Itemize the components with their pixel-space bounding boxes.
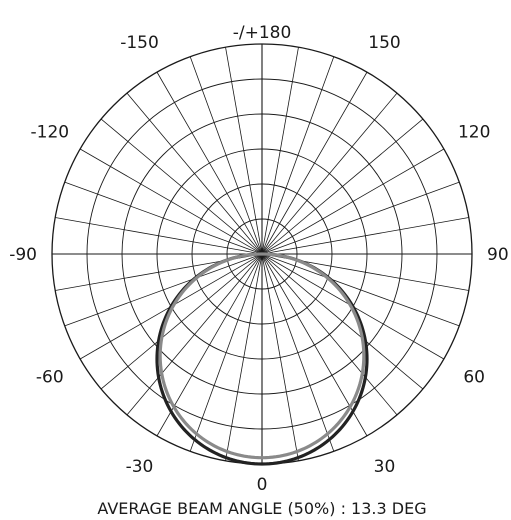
grid-spoke <box>189 253 263 452</box>
angle-label: -60 <box>36 368 64 388</box>
angle-label: 90 <box>487 245 509 265</box>
grid-spoke <box>100 118 263 255</box>
grid-spoke <box>261 253 299 461</box>
angle-label: -120 <box>31 123 70 143</box>
grid-spoke <box>55 217 263 255</box>
angle-label: -90 <box>9 245 37 265</box>
angle-label: 120 <box>458 123 490 143</box>
grid-spoke <box>126 92 263 255</box>
grid-spoke <box>64 253 263 327</box>
grid-spoke <box>189 56 263 255</box>
intensity-curve-1 <box>155 252 369 466</box>
grid-spoke <box>100 253 263 390</box>
grid-spoke <box>261 92 398 255</box>
grid-spoke <box>64 181 263 255</box>
beam-angle-caption: AVERAGE BEAM ANGLE (50%) : 13.3 DEG <box>97 499 426 518</box>
grid-spoke <box>126 253 263 416</box>
grid-spoke <box>261 217 469 255</box>
grid-spoke <box>261 56 335 255</box>
angle-label: -150 <box>120 33 159 53</box>
grid-spoke <box>261 253 398 416</box>
angle-label: 60 <box>463 368 485 388</box>
grid-spoke <box>261 181 460 255</box>
grid-spoke <box>261 47 299 255</box>
angle-label: 30 <box>374 457 396 477</box>
grid-spoke <box>261 253 460 327</box>
grid-spoke <box>261 253 335 452</box>
grid-spoke <box>156 71 263 255</box>
polar-grid <box>51 43 473 465</box>
grid-spoke <box>225 47 263 255</box>
grid-spoke <box>261 118 424 255</box>
angle-labels: -/+180 -150 150 -120 120 -90 90 -60 60 -30 30 0 <box>9 23 508 495</box>
angle-label: 150 <box>368 33 400 53</box>
grid-spoke <box>261 253 424 390</box>
angle-label: -/+180 <box>233 23 292 43</box>
intensity-curve-2 <box>158 252 366 460</box>
angle-label: -30 <box>126 457 154 477</box>
grid-spoke <box>261 148 445 255</box>
grid-spoke <box>225 253 263 461</box>
intensity-curves <box>155 252 369 466</box>
grid-spoke <box>261 71 368 255</box>
angle-label: 0 <box>257 475 268 495</box>
grid-spoke <box>79 148 263 255</box>
